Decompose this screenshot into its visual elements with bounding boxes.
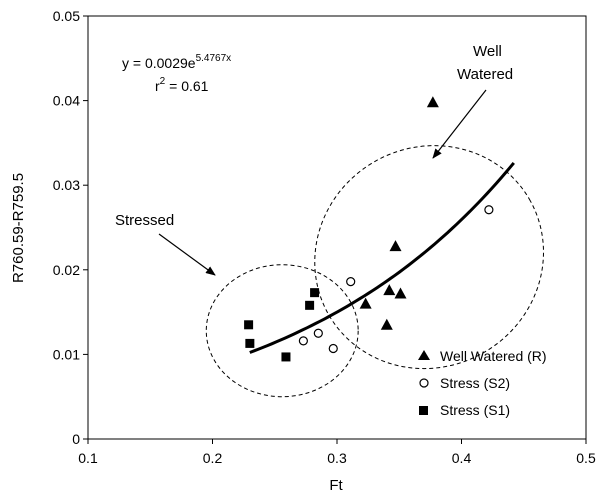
point-stress-s1 <box>310 288 320 298</box>
legend-circle-marker <box>419 378 429 388</box>
point-well-watered <box>359 297 372 309</box>
ellipse-well-watered-group <box>314 145 544 370</box>
data-points <box>244 96 494 362</box>
x-tick-label: 0.5 <box>576 450 596 466</box>
y-tick-label: 0.02 <box>53 262 80 278</box>
r-squared-text: r2 = 0.61 <box>155 76 209 94</box>
annotation-watered: Watered <box>457 66 513 83</box>
arrow-stressed <box>158 233 216 276</box>
legend-entry-2: Stress (S1) <box>440 402 510 418</box>
legend: Well Watered (R) Stress (S2) Stress (S1) <box>418 348 547 418</box>
legend-triangle-marker <box>418 350 430 360</box>
legend-square-marker <box>419 406 428 415</box>
point-well-watered <box>383 284 396 296</box>
point-well-watered <box>426 96 439 108</box>
equation-exponent: 5.4767x <box>196 53 232 64</box>
point-stress-s2 <box>346 277 356 287</box>
r-squared-value: = 0.61 <box>165 78 208 94</box>
arrow-well-watered <box>432 89 487 159</box>
point-stress-s2 <box>313 328 323 338</box>
x-tick-label: 0.4 <box>452 450 472 466</box>
trendline <box>249 161 515 354</box>
point-stress-s2 <box>328 343 338 354</box>
point-stress-s1 <box>245 338 255 348</box>
annotation-well: Well <box>473 43 502 60</box>
y-tick-label: 0.03 <box>53 177 80 193</box>
r-squared-power: 2 <box>160 76 166 87</box>
group-ellipses <box>205 145 544 398</box>
point-stress-s1 <box>305 300 315 310</box>
equation-prefix: y = 0.0029e <box>122 55 196 71</box>
x-axis-label: Ft <box>329 477 343 494</box>
point-well-watered <box>394 287 407 299</box>
annotation-stressed: Stressed <box>115 212 174 229</box>
x-tick-label: 0.3 <box>327 450 347 466</box>
y-tick-label: 0.05 <box>53 8 80 24</box>
x-tick-label: 0.2 <box>203 450 223 466</box>
legend-entry-0: Well Watered (R) <box>440 348 547 364</box>
y-tick-label: 0.01 <box>53 346 80 362</box>
ellipse-stressed-group <box>205 264 359 398</box>
point-stress-s2 <box>484 205 494 215</box>
equation-text: y = 0.0029e5.4767x <box>122 53 231 71</box>
x-tick-label: 0.1 <box>78 450 98 466</box>
point-stress-s1 <box>244 320 254 330</box>
y-axis-label: R760.59-R759.5 <box>10 173 27 283</box>
point-stress-s2 <box>298 336 308 346</box>
point-stress-s1 <box>281 352 291 362</box>
point-well-watered <box>389 240 402 252</box>
axis-ticks: 0.1 0.2 0.3 0.4 0.5 0 0.01 0.02 0.03 0.04 0.05 <box>53 8 596 466</box>
point-well-watered <box>380 318 393 330</box>
y-tick-label: 0 <box>72 431 80 447</box>
trendline-layer <box>249 161 515 354</box>
y-tick-label: 0.04 <box>53 93 80 109</box>
legend-entry-1: Stress (S2) <box>440 375 510 391</box>
r-squared-prefix: r <box>155 78 160 94</box>
